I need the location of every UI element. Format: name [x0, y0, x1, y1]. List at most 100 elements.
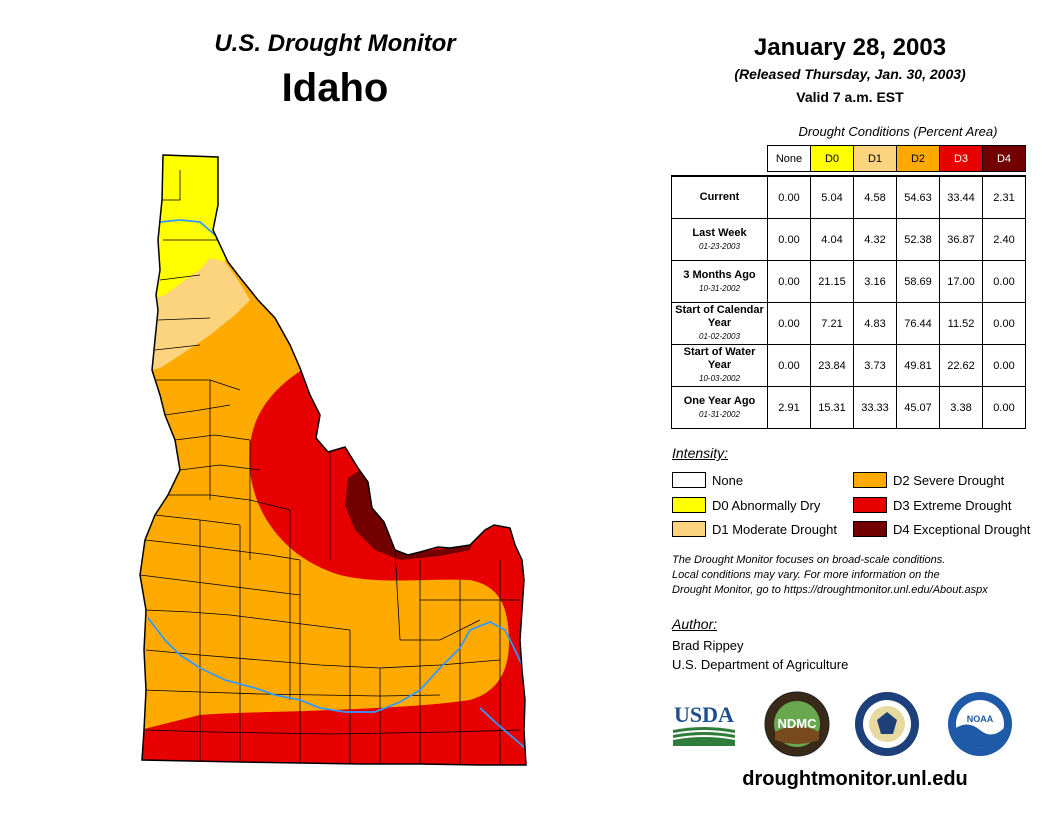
table-row: 3 Months Ago 10-31-2002 0.00 21.15 3.16 5…	[671, 260, 1026, 303]
legend-item-d1: D1 Moderate Drought	[672, 521, 837, 537]
table-cell: 17.00	[939, 260, 983, 303]
col-d0: D0	[810, 145, 854, 172]
legend-label: D3 Extreme Drought	[893, 497, 1012, 513]
author-name: Brad Rippey	[672, 638, 744, 653]
rivers	[147, 219, 526, 749]
map-date: January 28, 2003	[753, 34, 947, 61]
col-d4: D4	[982, 145, 1026, 172]
table-caption: Drought Conditions (Percent Area)	[798, 124, 998, 139]
release-date: (Released Thursday, Jan. 30, 2003)	[734, 66, 966, 82]
table-cell: 7.21	[810, 302, 854, 345]
d3-region	[140, 368, 526, 765]
legend-label: None	[712, 472, 744, 488]
table-cell: 21.15	[810, 260, 854, 303]
table-cell: 33.33	[853, 386, 897, 429]
legend-swatch	[853, 521, 887, 537]
table-cell: 36.87	[939, 218, 983, 261]
legend-label: D2 Severe Drought	[893, 472, 1005, 488]
noaa-logo: NOAA	[948, 692, 1012, 756]
table-cell: 76.44	[896, 302, 940, 345]
table-cell: 2.31	[982, 175, 1026, 219]
author-title: Author:	[672, 616, 718, 632]
legend-item-d0: D0 Abnormally Dry	[672, 497, 820, 513]
table-cell: 4.04	[810, 218, 854, 261]
table-cell: 52.38	[896, 218, 940, 261]
table-cell: 33.44	[939, 175, 983, 219]
website-link[interactable]: droughtmonitor.unl.edu	[742, 768, 968, 790]
table-row: Current 0.00 5.04 4.58 54.63 33.44 2.31	[671, 175, 1026, 219]
table-cell: 4.32	[853, 218, 897, 261]
table-cell: 0.00	[982, 260, 1026, 303]
map-title: U.S. Drought Monitor	[214, 30, 456, 57]
table-cell: 11.52	[939, 302, 983, 345]
table-cell: 3.73	[853, 344, 897, 387]
table-row: Last Week 01-23-2003 0.00 4.04 4.32 52.38…	[671, 218, 1026, 261]
idaho-drought-map	[139, 154, 527, 766]
table-cell: 0.00	[982, 386, 1026, 429]
table-row: Start of Water Year 10-03-2002 0.00 23.84…	[671, 344, 1026, 387]
usda-logo: USDA	[672, 702, 736, 746]
table-corner	[672, 146, 768, 172]
table-cell: 0.00	[982, 344, 1026, 387]
disclaimer: The Drought Monitor focuses on broad-sca…	[672, 554, 988, 596]
d4-region	[345, 470, 472, 560]
legend-swatch	[672, 497, 706, 513]
table-cell: 45.07	[896, 386, 940, 429]
col-d3: D3	[939, 145, 983, 172]
legend-item-d3: D3 Extreme Drought	[853, 497, 1012, 513]
state-name: Idaho	[281, 66, 389, 110]
table-cell: 3.38	[939, 386, 983, 429]
table-cell: 15.31	[810, 386, 854, 429]
table-cell: 0.00	[767, 218, 811, 261]
legend-swatch	[853, 472, 887, 488]
col-d2: D2	[896, 145, 940, 172]
table-cell: 0.00	[767, 302, 811, 345]
table-cell: 4.58	[853, 175, 897, 219]
svg-text:USDA: USDA	[674, 702, 734, 727]
legend-item-none: None	[672, 472, 743, 488]
legend-label: D0 Abnormally Dry	[712, 497, 821, 513]
table-cell: 54.63	[896, 175, 940, 219]
col-none: None	[767, 145, 811, 172]
table-header-row: None D0 D1 D2 D3 D4	[672, 145, 1026, 172]
department-of-commerce-seal-icon	[855, 692, 919, 756]
svg-text:NOAA: NOAA	[967, 714, 994, 724]
row-label: One Year Ago 01-31-2002	[671, 386, 768, 429]
table-cell: 0.00	[767, 344, 811, 387]
table-cell: 23.84	[810, 344, 854, 387]
table-row: One Year Ago 01-31-2002 2.91 15.31 33.33 …	[671, 386, 1026, 429]
legend-label: D4 Exceptional Drought	[893, 521, 1031, 537]
legend-label: D1 Moderate Drought	[712, 521, 838, 537]
legend-item-d2: D2 Severe Drought	[853, 472, 1004, 488]
row-label: Last Week 01-23-2003	[671, 218, 768, 261]
drought-conditions-table: None D0 D1 D2 D3 D4 Current 0.00 5.04 4.…	[671, 145, 1026, 429]
col-d1: D1	[853, 145, 897, 172]
row-label: 3 Months Ago 10-31-2002	[671, 260, 768, 303]
intensity-legend-title: Intensity:	[672, 445, 729, 461]
table-cell: 3.16	[853, 260, 897, 303]
row-label: Start of Calendar Year 01-02-2003	[671, 302, 768, 345]
table-cell: 22.62	[939, 344, 983, 387]
legend-swatch	[853, 497, 887, 513]
row-label: Start of Water Year 10-03-2002	[671, 344, 768, 387]
table-cell: 0.00	[982, 302, 1026, 345]
table-cell: 2.40	[982, 218, 1026, 261]
table-row: Start of Calendar Year 01-02-2003 0.00 7.…	[671, 302, 1026, 345]
table-cell: 58.69	[896, 260, 940, 303]
table-cell: 2.91	[767, 386, 811, 429]
svg-text:NDMC: NDMC	[778, 716, 818, 731]
row-label: Current	[671, 175, 768, 219]
table-cell: 0.00	[767, 260, 811, 303]
table-cell: 49.81	[896, 344, 940, 387]
legend-swatch	[672, 472, 706, 488]
valid-time: Valid 7 a.m. EST	[796, 89, 904, 105]
author-organization: U.S. Department of Agriculture	[672, 657, 849, 672]
table-cell: 0.00	[767, 175, 811, 219]
table-cell: 5.04	[810, 175, 854, 219]
county-lines	[140, 170, 521, 764]
table-cell: 4.83	[853, 302, 897, 345]
legend-swatch	[672, 521, 706, 537]
d1-region	[150, 258, 250, 370]
ndmc-logo: NDMC	[764, 691, 830, 757]
legend-item-d4: D4 Exceptional Drought	[853, 521, 1030, 537]
